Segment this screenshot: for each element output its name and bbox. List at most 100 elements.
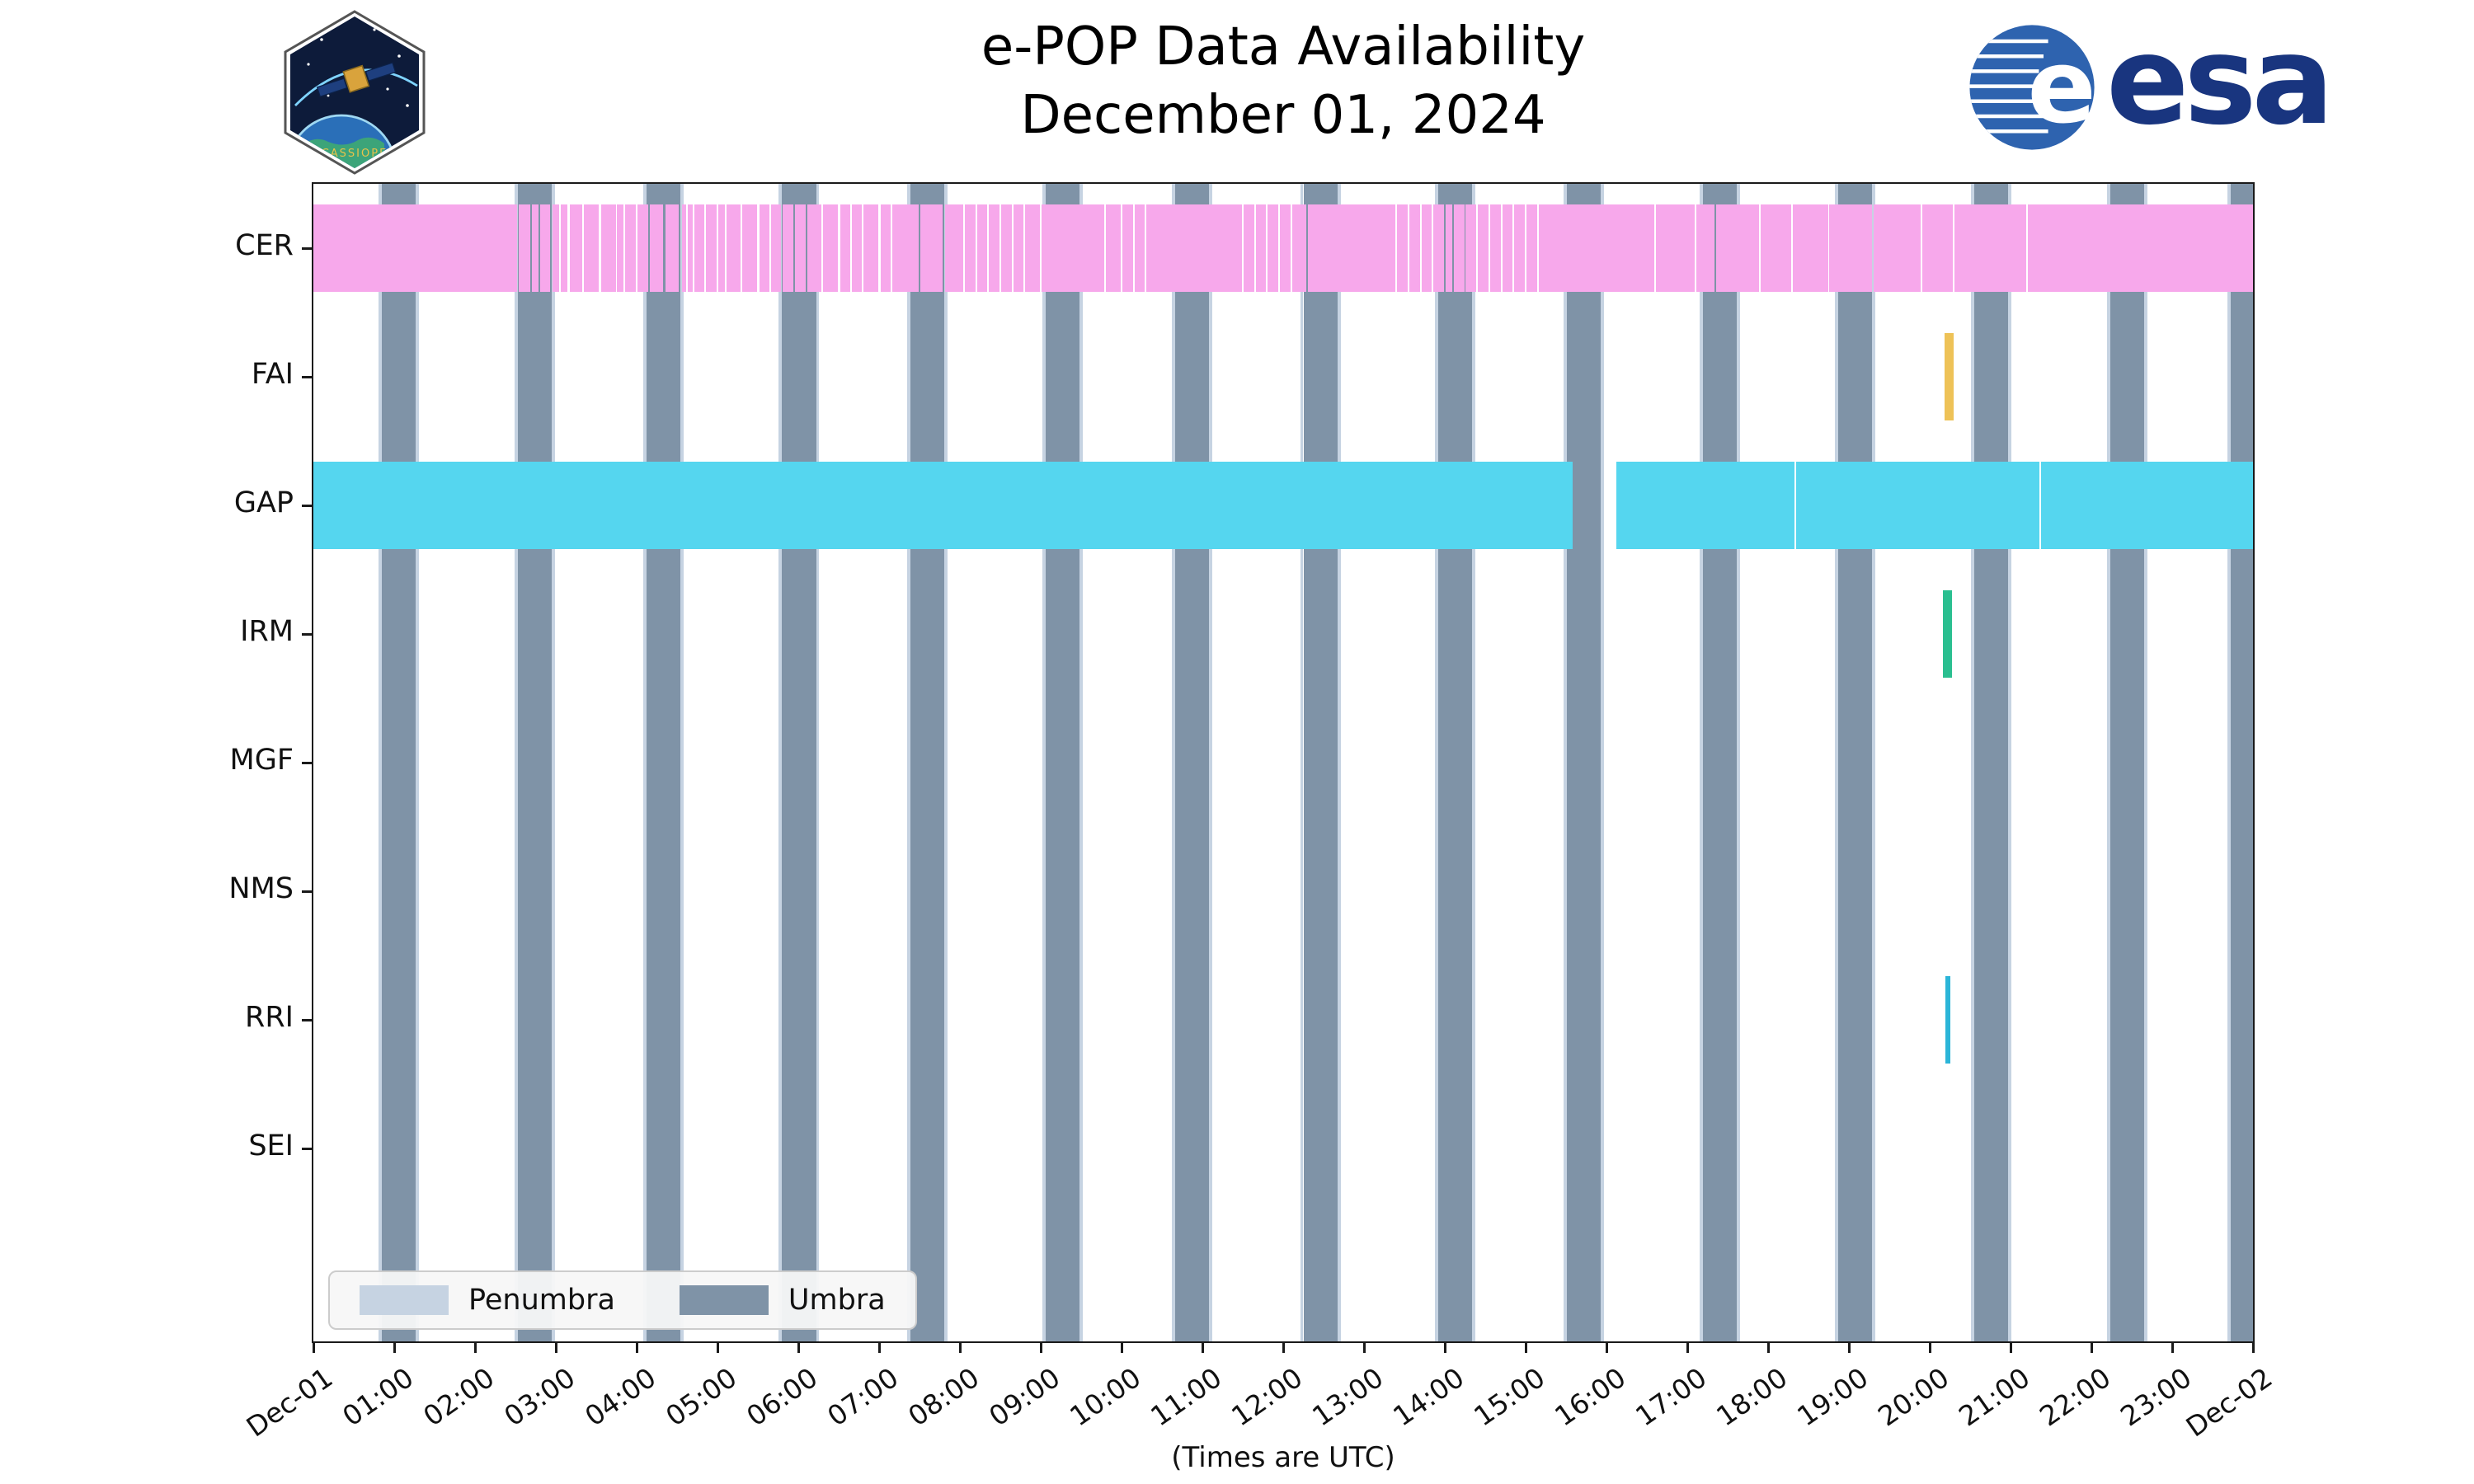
x-tick — [554, 1341, 557, 1353]
cer-availability-bar — [1421, 204, 1432, 292]
x-tick — [877, 1341, 881, 1353]
gap-availability-bar — [1796, 462, 2040, 549]
penumbra-band — [1171, 184, 1175, 1341]
gap-availability-bar — [2041, 462, 2253, 549]
esa-wordmark: esa — [2106, 10, 2334, 152]
x-axis-caption: (Times are UTC) — [1171, 1441, 1395, 1474]
cer-availability-bar — [1243, 204, 1254, 292]
y-tick — [302, 247, 313, 250]
x-tick — [1524, 1341, 1527, 1353]
cer-availability-bar — [783, 204, 794, 292]
cer-availability-bar — [1397, 204, 1408, 292]
cer-availability-bar — [964, 204, 976, 292]
x-tick — [1362, 1341, 1366, 1353]
x-tick — [1201, 1341, 1204, 1353]
cer-availability-bar — [1409, 204, 1420, 292]
penumbra-band — [1699, 184, 1703, 1341]
x-tick — [1282, 1341, 1285, 1353]
rri-availability-bar — [1945, 976, 1951, 1064]
cer-availability-bar — [625, 204, 636, 292]
umbra-band — [517, 184, 553, 1341]
cer-availability-bar — [649, 204, 664, 292]
y-tick-label-fai: FAI — [251, 358, 294, 391]
cassiope-patch-graphic: CASSIOPE — [284, 10, 426, 175]
cer-availability-bar — [717, 204, 725, 292]
x-tick — [393, 1341, 396, 1353]
cer-availability-bar — [1445, 204, 1452, 292]
cer-availability-bar — [1106, 204, 1121, 292]
cer-availability-bar — [2027, 204, 2253, 292]
cer-availability-bar — [1308, 204, 1396, 292]
x-tick-label: 15:00 — [1468, 1361, 1551, 1433]
penumbra-band — [1042, 184, 1046, 1341]
x-tick-label: 17:00 — [1630, 1361, 1713, 1433]
cer-availability-bar — [1489, 204, 1501, 292]
svg-text:e: e — [2027, 29, 2096, 147]
y-tick-label-cer: CER — [235, 229, 294, 262]
cer-availability-bar — [584, 204, 599, 292]
cer-availability-bar — [989, 204, 999, 292]
penumbra-band — [552, 184, 555, 1341]
cer-availability-bar — [726, 204, 741, 292]
x-tick-label: 13:00 — [1306, 1361, 1390, 1433]
cer-availability-bar — [694, 204, 705, 292]
cer-availability-bar — [1538, 204, 1654, 292]
x-tick-label: 05:00 — [660, 1361, 743, 1433]
cer-availability-bar — [1146, 204, 1242, 292]
cer-availability-bar — [795, 204, 806, 292]
cer-availability-bar — [1000, 204, 1012, 292]
x-tick-label: 21:00 — [1953, 1361, 2036, 1433]
esa-globe-icon: e — [1969, 25, 2096, 150]
umbra-band — [1973, 184, 2009, 1341]
cer-availability-bar — [920, 204, 943, 292]
x-tick — [1847, 1341, 1851, 1353]
legend-item-umbra: Umbra — [679, 1284, 886, 1317]
cer-availability-bar — [666, 204, 679, 292]
umbra-band — [2230, 184, 2253, 1341]
umbra-band — [1303, 184, 1338, 1341]
x-tick-label: 01:00 — [336, 1361, 420, 1433]
y-tick — [302, 761, 313, 764]
penumbra-band — [1564, 184, 1567, 1341]
cer-availability-bar — [569, 204, 583, 292]
penumbra-band — [416, 184, 420, 1341]
cer-availability-bar — [1716, 204, 1760, 292]
penumbra-band — [1835, 184, 1839, 1341]
penumbra-band — [816, 184, 820, 1341]
cer-availability-bar — [1829, 204, 1873, 292]
cer-availability-bar — [553, 204, 559, 292]
y-tick — [302, 504, 313, 507]
cer-availability-bar — [807, 204, 822, 292]
chart-subtitle: December 01, 2024 — [1020, 85, 1546, 147]
umbra-label: Umbra — [788, 1284, 886, 1317]
cer-availability-bar — [1502, 204, 1513, 292]
cer-availability-bar — [1453, 204, 1465, 292]
cer-availability-bar — [1655, 204, 1695, 292]
x-tick — [2009, 1341, 2012, 1353]
cer-availability-bar — [1696, 204, 1715, 292]
x-tick — [797, 1341, 800, 1353]
x-tick — [635, 1341, 638, 1353]
legend-item-penumbra: Penumbra — [360, 1284, 615, 1317]
umbra-band — [782, 184, 816, 1341]
y-tick-label-irm: IRM — [240, 615, 294, 648]
penumbra-band — [1300, 184, 1304, 1341]
x-tick — [958, 1341, 962, 1353]
cer-availability-bar — [687, 204, 693, 292]
cer-availability-bar — [313, 204, 517, 292]
x-tick-label: Dec-02 — [2180, 1361, 2279, 1444]
x-tick — [1443, 1341, 1446, 1353]
fai-availability-bar — [1944, 333, 1954, 420]
penumbra-band — [1208, 184, 1212, 1341]
penumbra-band — [379, 184, 383, 1341]
gap-availability-bar — [1616, 462, 1795, 549]
penumbra-band — [2106, 184, 2110, 1341]
penumbra-band — [944, 184, 948, 1341]
gap-availability-bar — [313, 462, 1573, 549]
y-tick — [302, 890, 313, 893]
x-tick-label: 03:00 — [498, 1361, 581, 1433]
cer-availability-bar — [1268, 204, 1279, 292]
penumbra-band — [1736, 184, 1740, 1341]
irm-availability-bar — [1942, 590, 1953, 678]
penumbra-band — [1872, 184, 1876, 1341]
